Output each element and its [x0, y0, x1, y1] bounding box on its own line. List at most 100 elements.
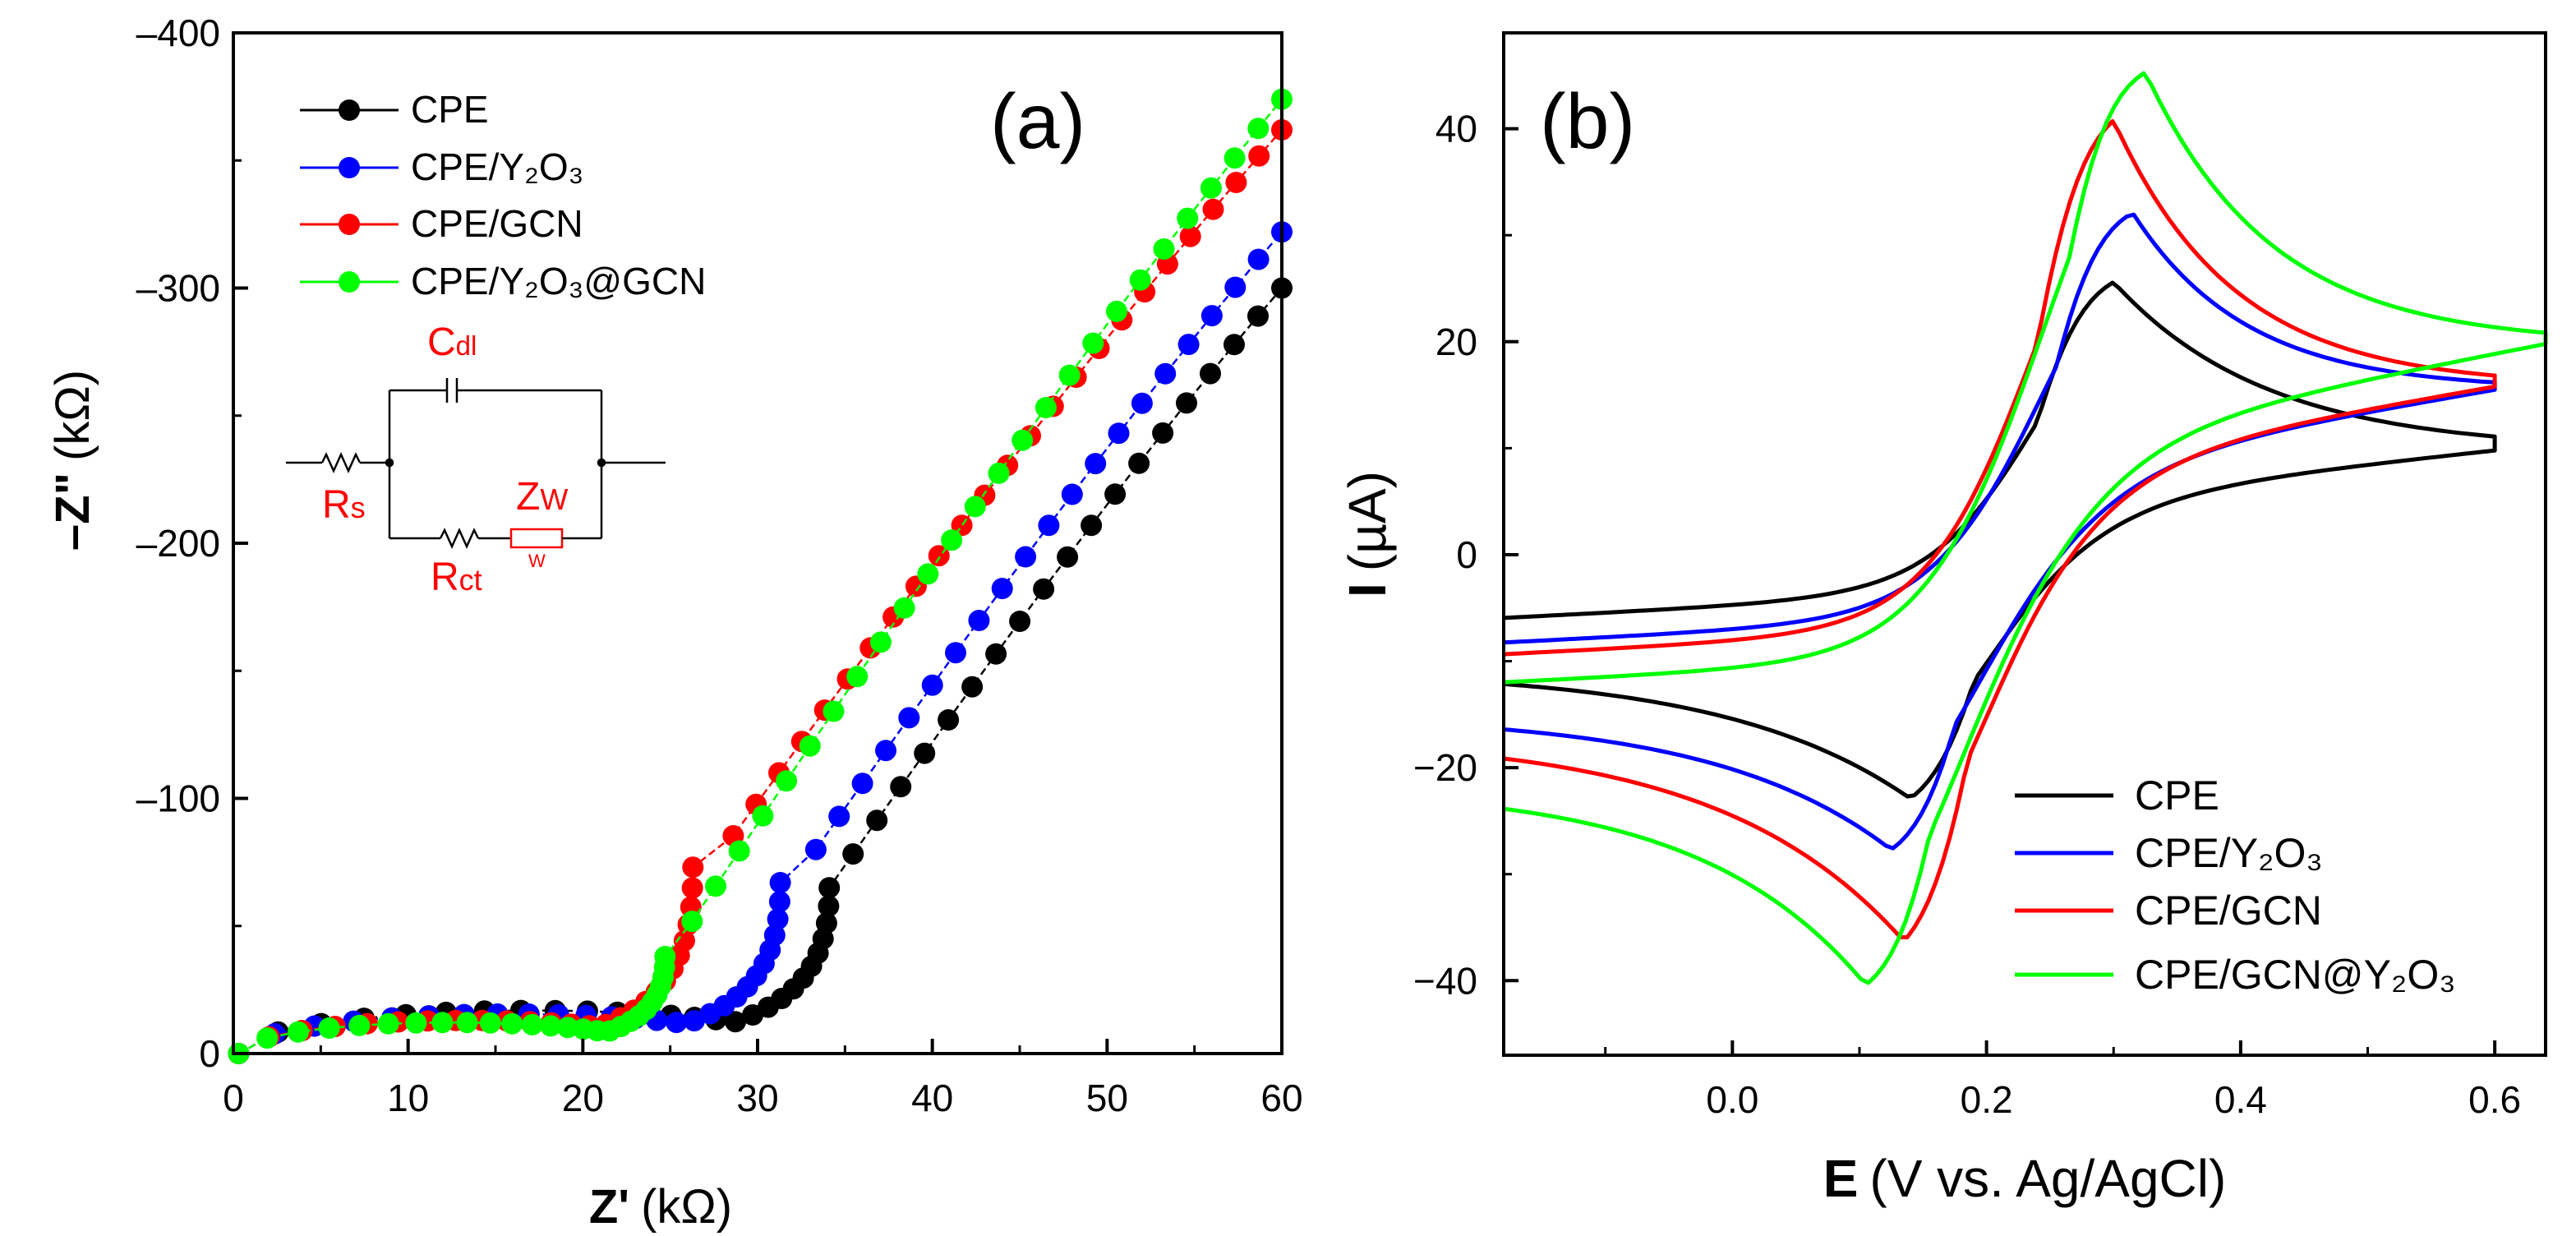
data-point-cpe-y-o [968, 610, 990, 631]
data-point-cpe-y-o [851, 772, 873, 795]
legend-label-cpe: CPE [411, 88, 489, 131]
data-point-cpe-y-o-gcn [869, 631, 892, 653]
data-point-cpe-gcn [951, 514, 973, 537]
data-point-cpe-gcn [673, 929, 695, 952]
x-tick-label: 10 [387, 1077, 429, 1119]
data-point-cpe-y-o-gcn [846, 666, 869, 688]
data-point-cpe-y-o [1131, 392, 1153, 414]
x-tick-label: 20 [562, 1077, 604, 1119]
data-point-cpe-y-o-gcn [1058, 364, 1081, 386]
data-point-cpe [1057, 546, 1079, 568]
data-point-cpe [1009, 611, 1031, 632]
data-point-cpe-y-o-gcn [964, 496, 986, 518]
data-point-cpe [725, 1011, 746, 1033]
data-point-cpe [1104, 483, 1127, 505]
data-point-cpe-y-o [769, 872, 791, 893]
cv-curve-cpe [1503, 280, 2497, 799]
y-tick-label: 20 [1435, 321, 1477, 363]
y-tick-label: –400 [136, 12, 220, 54]
legend-label-cpe-y2o3: CPE/Y₂O₃ [411, 145, 583, 188]
data-point-cpe-y-o-gcn [917, 563, 939, 585]
x-tick-label: 40 [911, 1077, 953, 1119]
data-point-cpe-y-o-gcn [318, 1017, 340, 1039]
data-point-cpe [1223, 334, 1245, 356]
data-point-cpe-y-o [1108, 422, 1130, 445]
panel-a-ticks: 0 10 20 30 40 50 60 0 –100 –200 –300 –400 [136, 12, 1303, 1119]
data-point-cpe-y-o-gcn [654, 946, 676, 967]
data-point-cpe-y-o-gcn [1200, 177, 1222, 199]
data-point-cpe-y-o-gcn [728, 840, 750, 862]
data-point-cpe-y-o-gcn [405, 1012, 427, 1034]
data-point-cpe-y-o [875, 740, 896, 762]
panel-a-legend: CPE CPE/Y₂O₃ CPE/GCN CPE/Y₂O₃@GCN [300, 88, 706, 302]
data-point-cpe [1033, 578, 1055, 600]
data-point-cpe-y-o [1154, 362, 1177, 385]
data-point-cpe-y-o [666, 1012, 688, 1034]
data-point-cpe-y-o-gcn [776, 770, 798, 792]
y-tick-label: 0 [199, 1032, 220, 1075]
data-point-cpe-gcn [1202, 198, 1224, 220]
data-point-cpe-y-o [945, 642, 966, 664]
panel-b-legend: CPE CPE/Y₂O₃ CPE/GCN CPE/GCN@Y₂O₃ [2015, 772, 2456, 998]
cv-curve-cpe-gcn [1503, 119, 2497, 940]
data-point-cpe [1247, 305, 1269, 327]
data-point-cpe-y-o-gcn [1082, 332, 1104, 354]
data-point-cpe-y-o-gcn [799, 735, 821, 757]
data-point-cpe-y-o-gcn [456, 1012, 478, 1034]
data-point-cpe-y-o-gcn [705, 875, 726, 897]
data-point-cpe [961, 676, 984, 698]
panel-a-label: (a) [990, 78, 1085, 165]
panel-b-plot-frame [1502, 31, 2547, 1057]
panel-b-y-axis-title: I(µA) [1338, 471, 1397, 597]
data-point-cpe-y-o [1247, 248, 1270, 270]
circuit-labels: Cdl Rs ZW W Rct [322, 321, 568, 599]
data-point-cpe-y-o-gcn [348, 1014, 371, 1036]
data-point-cpe-y-o-gcn [1012, 429, 1034, 451]
data-point-cpe [1152, 422, 1174, 444]
data-point-cpe-y-o-gcn [521, 1013, 543, 1035]
panel-b-x-axis-title: E (V vs. Ag/AgCl) [1823, 1149, 2227, 1208]
legend-label-cpe: CPE [2135, 772, 2219, 819]
circuit-label-rct: Rct [431, 556, 482, 599]
x-tick-label: 50 [1086, 1077, 1128, 1119]
data-point-cpe-y-o [763, 925, 786, 946]
data-point-cpe [914, 742, 936, 764]
y-tick-label: 40 [1435, 108, 1477, 150]
data-point-cpe [818, 895, 840, 917]
panel-a-y-axis-title: –Z"(kΩ) [46, 370, 99, 551]
data-point-cpe-y-o-gcn [479, 1012, 501, 1034]
data-point-cpe-y-o-gcn [1129, 269, 1151, 291]
data-point-cpe [890, 776, 912, 798]
y-tick-label: −20 [1413, 746, 1477, 789]
data-point-cpe-y-o-gcn [431, 1012, 454, 1034]
legend-marker-cpe-y2o3 [339, 157, 360, 178]
data-point-cpe-y-o-gcn [1106, 300, 1127, 322]
legend-label-cpe-y2o3-gcn: CPE/Y₂O₃@GCN [411, 260, 706, 302]
x-tick-label: 60 [1260, 1077, 1302, 1119]
data-point-cpe-y-o-gcn [1035, 397, 1057, 418]
data-point-cpe-gcn [681, 877, 703, 899]
data-point-cpe-y-o-gcn [893, 597, 915, 619]
data-point-cpe [1200, 362, 1221, 385]
data-point-cpe-y-o [1224, 276, 1247, 298]
data-point-cpe [1176, 392, 1197, 414]
data-point-cpe-y-o-gcn [823, 700, 845, 722]
data-point-cpe-y-o [1015, 546, 1037, 568]
legend-label-cpe-gcn: CPE/GCN [411, 202, 583, 245]
data-point-cpe [818, 877, 841, 899]
data-point-cpe-y-o-gcn [752, 805, 774, 827]
data-point-cpe-y-o [898, 707, 920, 729]
data-point-cpe-y-o [1085, 453, 1107, 475]
data-point-cpe-y-o-gcn [377, 1012, 399, 1035]
data-point-cpe-y-o [828, 805, 850, 828]
data-point-cpe-gcn [1179, 225, 1201, 247]
data-point-cpe-gcn [1225, 172, 1247, 193]
panel-b-label: (b) [1540, 78, 1635, 165]
x-tick-label: 30 [736, 1077, 778, 1119]
x-tick-label: 0.6 [2468, 1078, 2521, 1121]
data-point-cpe-y-o [804, 838, 827, 860]
y-tick-label: –300 [136, 267, 220, 310]
data-point-cpe-y-o-gcn [681, 911, 703, 933]
data-point-cpe-y-o-gcn [941, 529, 963, 551]
